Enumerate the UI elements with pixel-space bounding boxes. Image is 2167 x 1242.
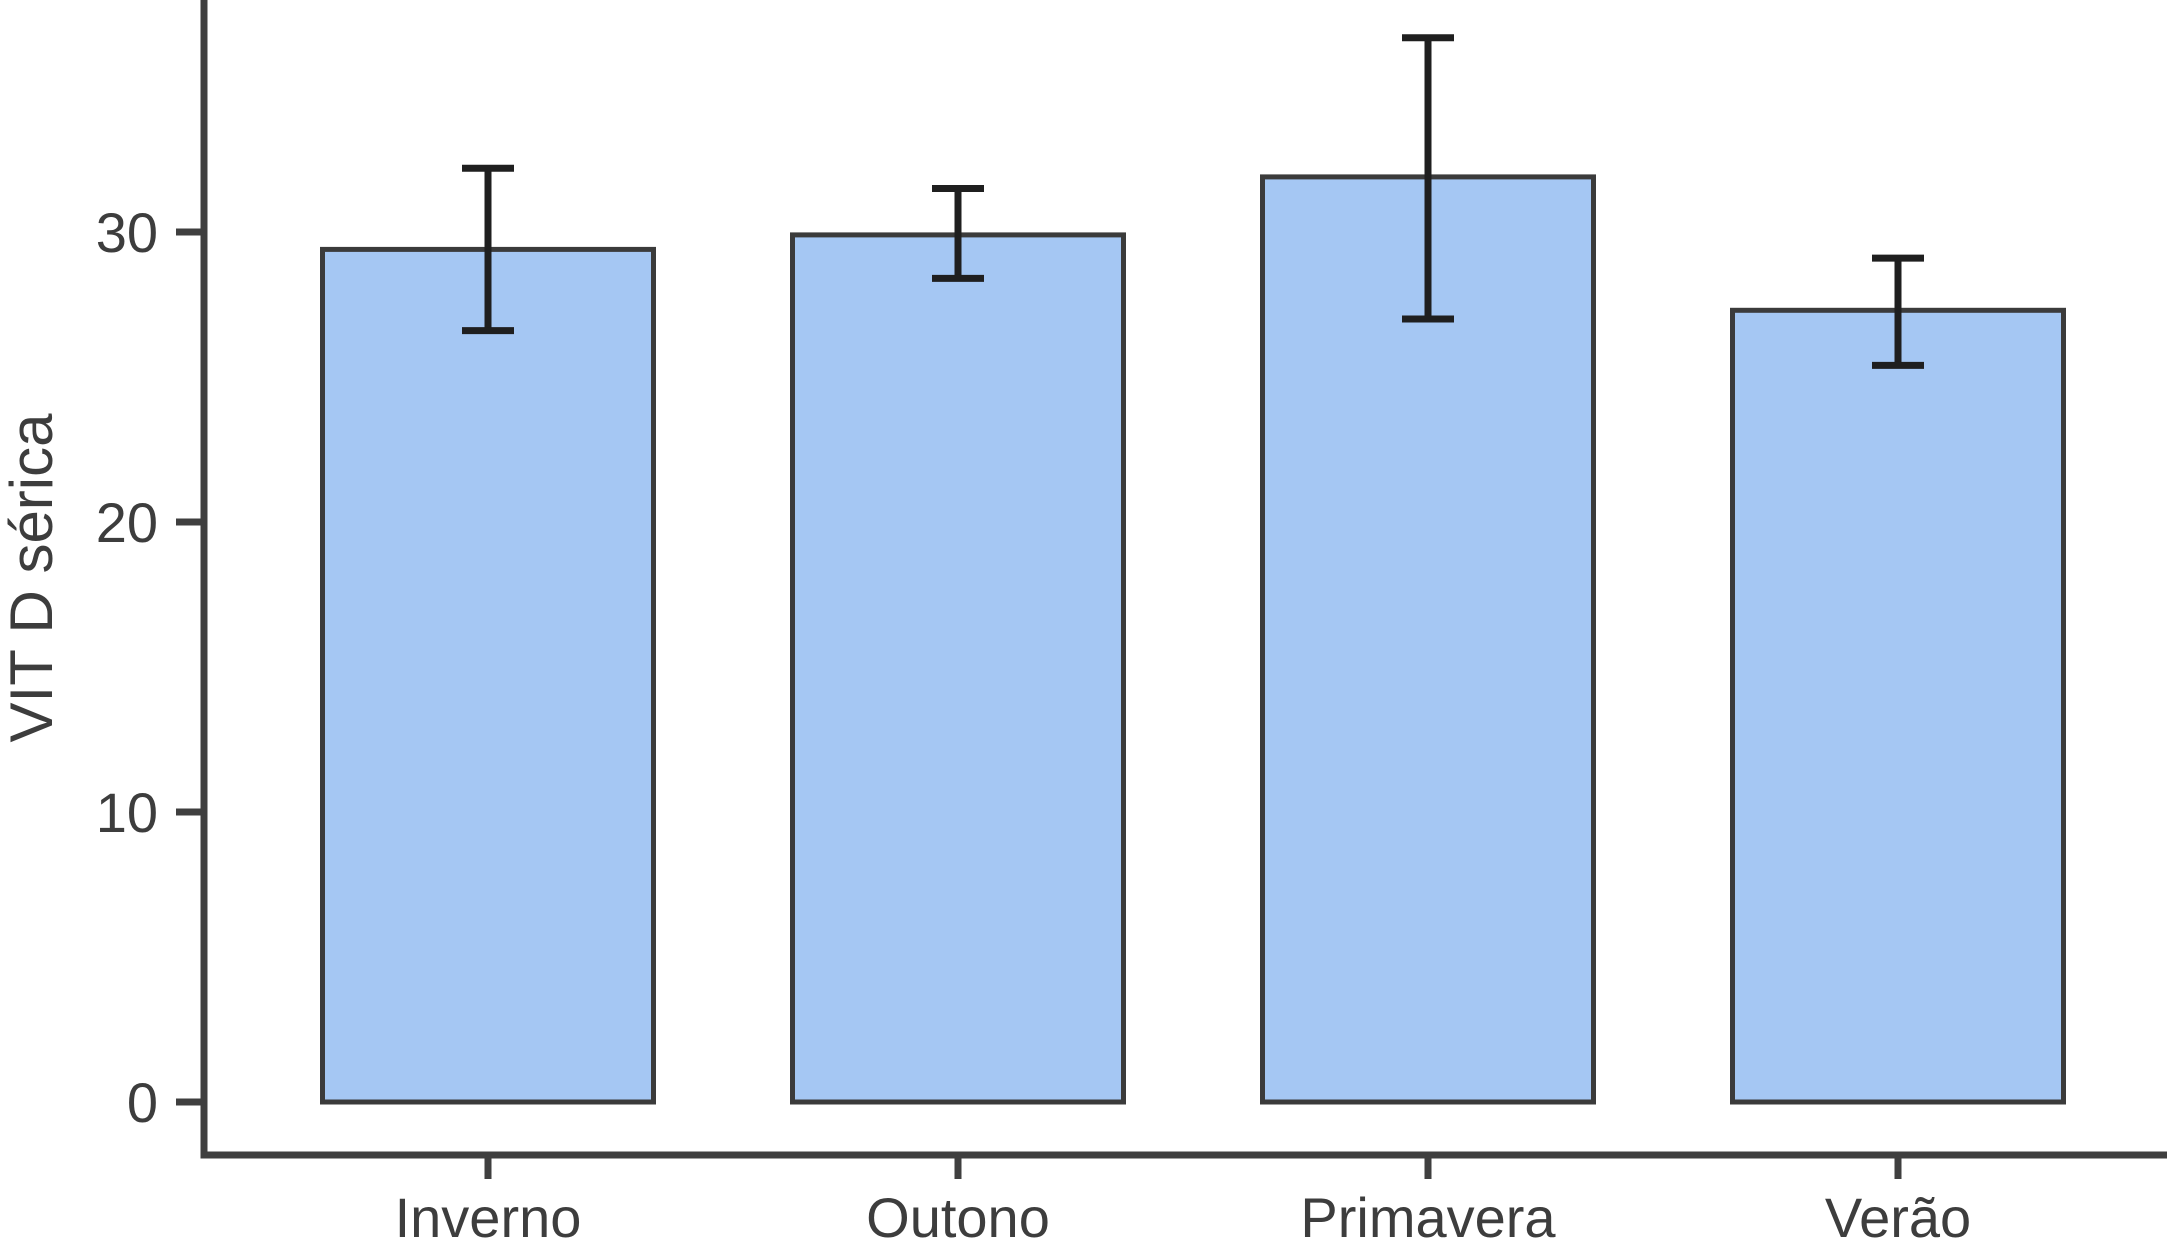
y-tick-label-0: 0 (127, 1071, 158, 1134)
x-tick-label-primavera: Primavera (1300, 1186, 1556, 1242)
x-tick-label-inverno: Inverno (395, 1186, 582, 1242)
x-tick-label-outono: Outono (866, 1186, 1050, 1242)
bar-outono (790, 232, 1126, 1105)
bar-verao (1730, 307, 2066, 1105)
y-tick-label-10: 10 (96, 781, 158, 844)
x-tick-label-verao: Verão (1825, 1186, 1971, 1242)
y-tick-label-30: 30 (96, 201, 158, 264)
bar-inverno (320, 246, 656, 1105)
bar-primavera (1260, 174, 1596, 1105)
y-axis-title: VIT D sérica (0, 413, 65, 743)
y-tick-label-20: 20 (96, 491, 158, 554)
